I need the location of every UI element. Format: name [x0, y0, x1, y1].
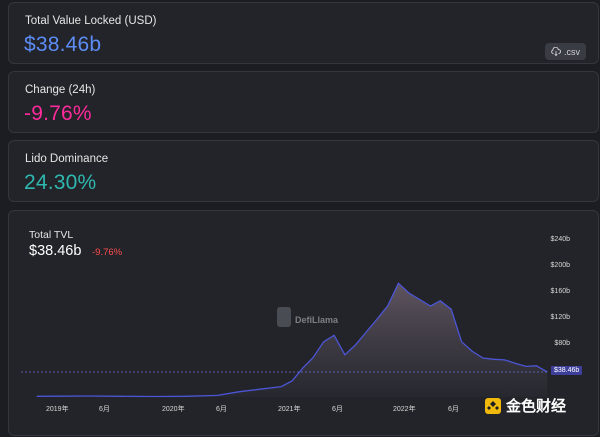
- x-tick-label: 2021年: [278, 406, 301, 413]
- tvl-value: $38.46b: [24, 33, 102, 56]
- x-tick-label: 2019年: [46, 406, 69, 413]
- brand-icon: [485, 397, 501, 414]
- tvl-series-line: [36, 282, 548, 398]
- brand-logo: 金色财经: [484, 395, 566, 416]
- csv-label: .csv: [563, 46, 580, 57]
- y-tick-label: $160b: [550, 288, 570, 295]
- dominance-value: 24.30%: [24, 171, 97, 194]
- change-value: -9.76%: [24, 102, 92, 125]
- current-value-tag: $38.46b: [551, 366, 583, 375]
- download-cloud-icon: [551, 47, 561, 56]
- tvl-area-chart[interactable]: [9, 211, 600, 437]
- y-tick-label: $240b: [550, 236, 570, 243]
- csv-download-button[interactable]: .csv: [544, 43, 586, 60]
- x-tick-label: 2022年: [393, 406, 416, 413]
- x-tick-label: 6月: [216, 406, 227, 413]
- x-tick-label: 2020年: [162, 406, 185, 413]
- dominance-label: Lido Dominance: [25, 153, 109, 165]
- change-card: Change (24h) -9.76%: [8, 71, 599, 133]
- x-tick-label: 6月: [448, 406, 459, 413]
- y-tick-label: $80b: [554, 340, 570, 347]
- change-label: Change (24h): [25, 84, 96, 96]
- tvl-chart-card: Total TVL $38.46b -9.76% DefiLlama $240b…: [8, 210, 599, 436]
- tvl-label: Total Value Locked (USD): [25, 15, 157, 27]
- x-tick-label: 6月: [332, 406, 343, 413]
- chart-change: -9.76%: [92, 247, 123, 258]
- y-tick-label: $200b: [550, 262, 570, 269]
- brand-text: 金色财经: [506, 398, 567, 415]
- watermark: DefiLlama: [295, 315, 339, 325]
- y-tick-label: $120b: [550, 314, 570, 321]
- chart-value: $38.46b: [29, 243, 82, 259]
- chart-title: Total TVL: [29, 229, 74, 241]
- defillama-logo-icon: [277, 307, 291, 327]
- tvl-card: Total Value Locked (USD) $38.46b .csv: [8, 2, 599, 64]
- tvl-area-fill: [36, 283, 548, 397]
- x-tick-label: 6月: [99, 406, 110, 413]
- dominance-card: Lido Dominance 24.30%: [8, 140, 599, 202]
